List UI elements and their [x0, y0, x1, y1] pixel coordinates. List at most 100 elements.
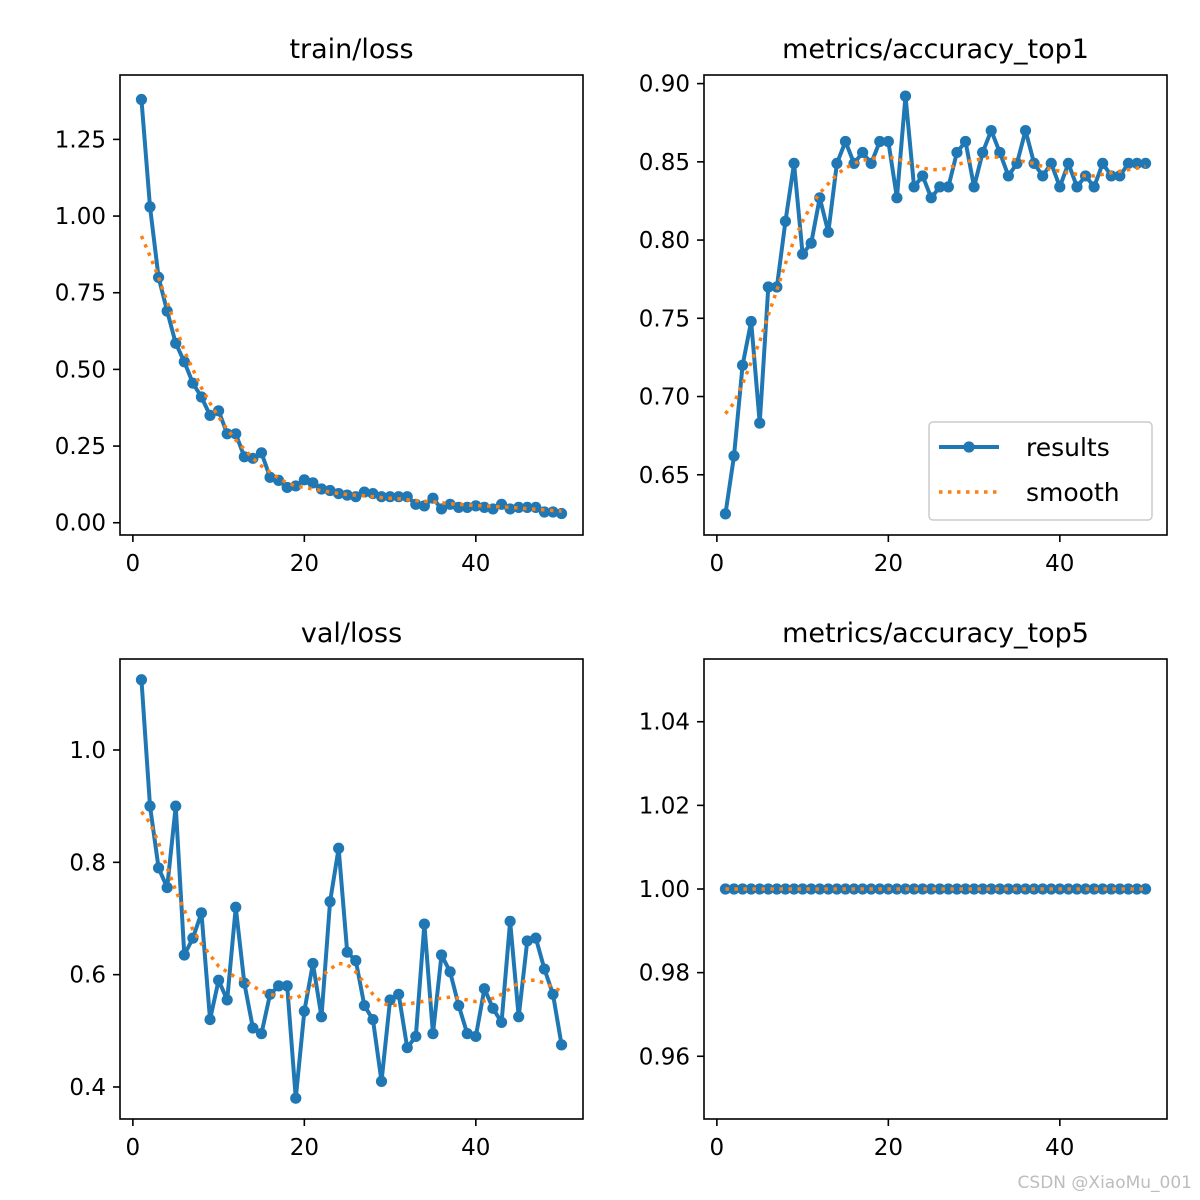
data-point-results [917, 883, 929, 895]
data-point-results [728, 883, 740, 895]
data-point-results [1114, 883, 1126, 895]
data-point-results [418, 918, 430, 930]
data-point-results [530, 932, 542, 944]
data-point-results [152, 271, 165, 283]
data-point-results [264, 988, 276, 1000]
data-point-results [367, 1013, 379, 1026]
data-point-results [1097, 883, 1109, 895]
data-point-results [221, 994, 233, 1006]
data-point-results [178, 356, 190, 368]
data-point-results [358, 999, 370, 1012]
data-point-results [822, 883, 834, 895]
data-point-results [771, 883, 783, 895]
data-point-results [504, 915, 516, 927]
watermark-text: CSDN @XiaoMu_001 [1018, 1173, 1192, 1193]
plot-area [719, 883, 1152, 895]
data-point-results [478, 983, 490, 995]
y-tick-label: 0.65 [639, 463, 690, 489]
plot-area [719, 90, 1152, 520]
x-tick-label: 20 [290, 1135, 319, 1161]
chart-title: metrics/accuracy_top1 [782, 34, 1089, 65]
data-point-results [187, 377, 199, 389]
data-point-results [874, 135, 886, 148]
data-point-results [736, 359, 749, 371]
x-tick-label: 20 [290, 551, 319, 577]
data-point-results [495, 1016, 508, 1028]
data-point-results [255, 447, 268, 459]
data-point-results [487, 1002, 499, 1014]
data-point-results [899, 90, 912, 102]
data-point-results [393, 491, 405, 503]
data-point-results [917, 170, 929, 182]
series-line-smooth [724, 155, 1146, 415]
data-point-results [401, 1042, 413, 1054]
chart-accuracy-top5: metrics/accuracy_top5 0 20 40 0.96 0.98 1.00 1.… [639, 618, 1168, 1161]
data-point-results [367, 488, 379, 500]
data-point-results [521, 935, 533, 947]
axes-frame [119, 658, 584, 1120]
y-tick-label: 1.00 [55, 204, 106, 230]
data-point-results [994, 883, 1006, 895]
data-point-results [754, 883, 766, 895]
data-point-results [797, 248, 809, 260]
data-point-results [882, 135, 894, 148]
x-tick-label: 40 [1045, 551, 1074, 577]
data-point-results [745, 315, 757, 328]
data-point-results [1139, 157, 1152, 169]
x-tick-label: 40 [461, 551, 490, 577]
axes-frame [703, 74, 1168, 536]
data-point-results [555, 507, 568, 520]
data-point-results [341, 489, 353, 501]
data-point-results [350, 955, 362, 967]
data-point-results [444, 498, 456, 510]
y-tick-label: 0.75 [639, 306, 690, 332]
chart-train-loss: train/loss 0 20 40 0.00 0.25 0.50 0.75 1.00 1.25 [55, 34, 584, 577]
data-point-results [959, 135, 972, 148]
data-point-results [195, 391, 208, 403]
data-point-results [994, 146, 1006, 159]
x-tick-label: 0 [126, 551, 141, 577]
data-point-results [290, 1092, 302, 1104]
y-tick-label: 0.85 [639, 150, 690, 176]
data-point-results [839, 135, 852, 148]
y-tick-label: 0.25 [55, 434, 106, 460]
data-point-results [1037, 170, 1049, 182]
data-point-results [178, 949, 190, 961]
data-point-results [779, 215, 792, 227]
data-point-results [1139, 883, 1152, 895]
y-tick-label: 0.80 [639, 228, 690, 254]
data-point-results [1002, 170, 1014, 182]
data-point-results [942, 181, 954, 193]
data-point-results [410, 1030, 422, 1043]
data-point-results [1071, 181, 1083, 193]
y-tick-label: 0.75 [55, 281, 106, 307]
y-tick-label: 1.04 [639, 710, 690, 736]
data-point-results [161, 882, 173, 894]
data-point-results [719, 508, 732, 520]
data-point-results [1097, 157, 1109, 169]
x-tick-label: 40 [461, 1135, 490, 1161]
data-point-results [144, 201, 156, 213]
data-point-results [1131, 157, 1143, 169]
series-line-smooth [140, 810, 563, 1008]
data-point-results [333, 488, 345, 500]
data-point-results [247, 1022, 259, 1034]
data-point-results [384, 994, 396, 1006]
data-point-results [547, 988, 559, 1000]
data-point-results [341, 946, 353, 958]
data-point-results [427, 492, 439, 504]
data-point-results [968, 181, 980, 193]
data-point-results [805, 237, 817, 249]
data-point-results [204, 1013, 216, 1026]
data-point-results [822, 226, 834, 238]
data-point-results [977, 883, 989, 895]
data-point-results [977, 146, 989, 159]
data-point-results [281, 481, 293, 494]
data-point-results [925, 883, 937, 895]
data-point-results [728, 450, 740, 462]
data-point-results [754, 417, 766, 429]
data-point-results [1002, 883, 1014, 895]
data-point-results [1114, 170, 1126, 182]
data-point-results [444, 966, 456, 978]
